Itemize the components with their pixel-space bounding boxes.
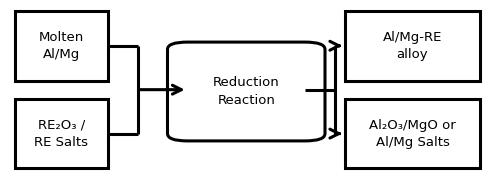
FancyBboxPatch shape xyxy=(345,11,480,81)
Text: Al₂O₃/MgO or
Al/Mg Salts: Al₂O₃/MgO or Al/Mg Salts xyxy=(369,119,456,149)
Text: Reduction
Reaction: Reduction Reaction xyxy=(213,76,280,107)
FancyBboxPatch shape xyxy=(15,11,108,81)
FancyBboxPatch shape xyxy=(168,42,325,141)
Text: Molten
Al/Mg: Molten Al/Mg xyxy=(38,31,84,61)
Text: RE₂O₃ /
RE Salts: RE₂O₃ / RE Salts xyxy=(34,119,88,149)
FancyBboxPatch shape xyxy=(345,99,480,168)
Text: Al/Mg-RE
alloy: Al/Mg-RE alloy xyxy=(383,31,442,61)
FancyBboxPatch shape xyxy=(15,99,108,168)
